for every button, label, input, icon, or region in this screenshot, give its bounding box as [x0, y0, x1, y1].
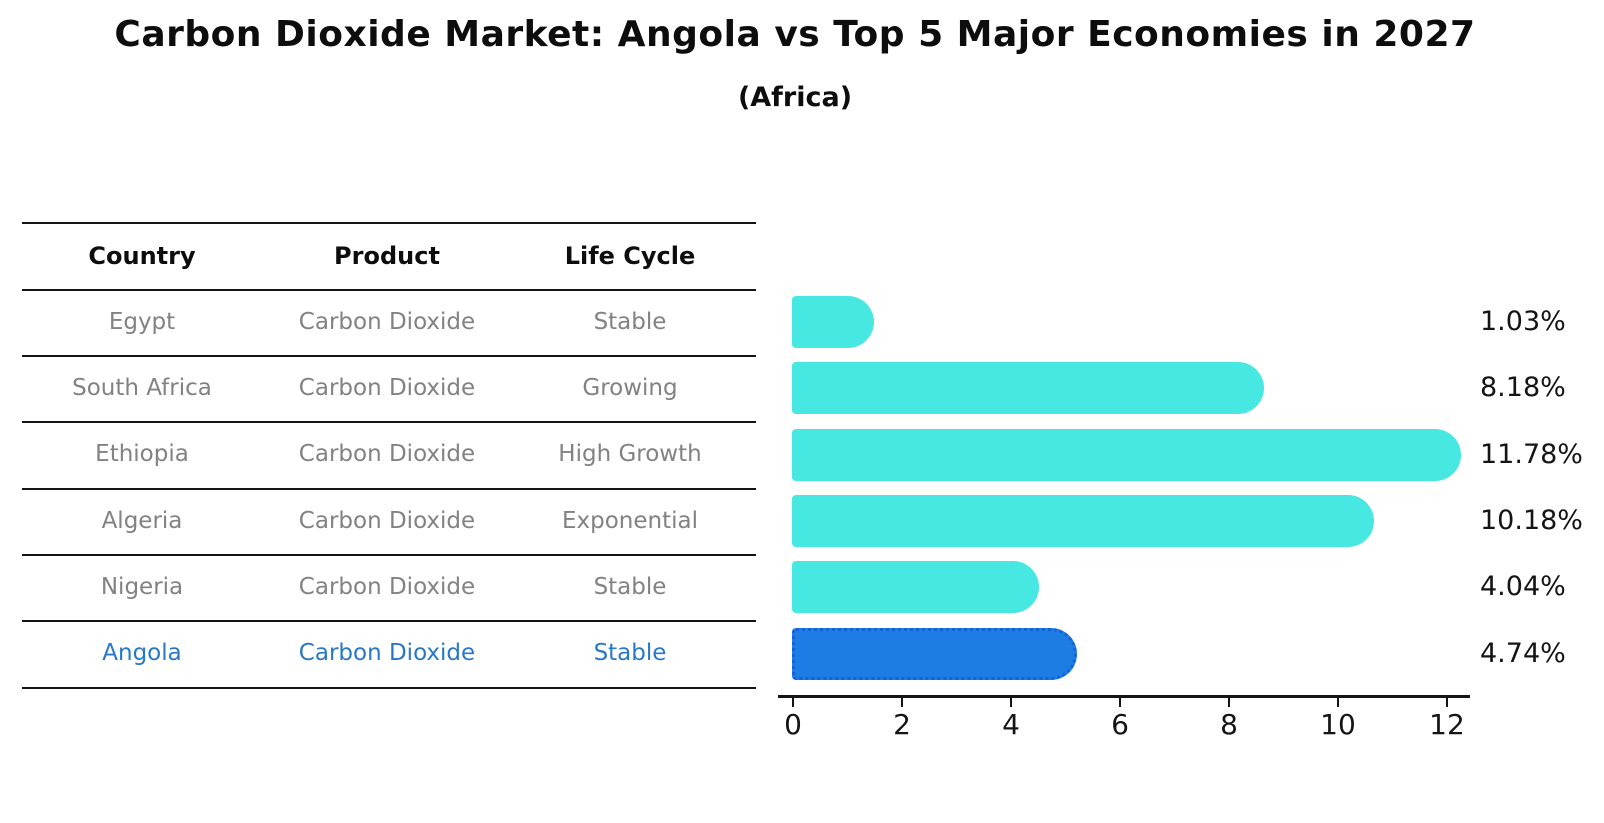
table-cell-country: Egypt	[108, 309, 176, 335]
table-header-row: Country Product Life Cycle	[0, 240, 760, 272]
table-rule	[22, 222, 756, 224]
bar-value-label: 1.03%	[1480, 306, 1566, 337]
table-cell-product: Carbon Dioxide	[298, 375, 476, 401]
table-cell-product: Carbon Dioxide	[298, 508, 476, 534]
bar-value-label: 4.74%	[1480, 638, 1566, 669]
table-cell-product: Carbon Dioxide	[298, 309, 476, 335]
x-axis-tick	[792, 698, 794, 707]
table-row: Ethiopia Carbon Dioxide High Growth	[0, 438, 760, 470]
chart-subtitle: (Africa)	[737, 82, 853, 113]
bar	[792, 429, 1461, 481]
x-axis-tick-label: 6	[1111, 708, 1129, 741]
table-rule	[22, 554, 756, 556]
table-header-country: Country	[88, 242, 196, 270]
table-cell-life-cycle: High Growth	[558, 441, 702, 467]
table-rule	[22, 687, 756, 689]
bar-value-label: 10.18%	[1480, 505, 1583, 536]
table-cell-country: Nigeria	[100, 574, 184, 600]
table-rule	[22, 421, 756, 423]
x-axis-tick	[1228, 698, 1230, 707]
table-cell-country: Algeria	[101, 508, 183, 534]
table-row: Algeria Carbon Dioxide Exponential	[0, 505, 760, 537]
table-header-life-cycle: Life Cycle	[564, 242, 696, 270]
x-axis-line	[778, 695, 1470, 698]
table-cell-life-cycle: Exponential	[561, 508, 698, 534]
table-cell-life-cycle: Stable	[593, 574, 667, 600]
table-row-highlighted: Angola Carbon Dioxide Stable	[0, 637, 760, 669]
table-rule	[22, 289, 756, 291]
bar	[792, 362, 1265, 414]
table-row: Nigeria Carbon Dioxide Stable	[0, 571, 760, 603]
table-row: South Africa Carbon Dioxide Growing	[0, 372, 760, 404]
bar-value-label: 8.18%	[1480, 372, 1566, 403]
x-axis-tick-label: 8	[1220, 708, 1238, 741]
table-header-product: Product	[334, 242, 440, 270]
chart-title: Carbon Dioxide Market: Angola vs Top 5 M…	[114, 14, 1476, 55]
bar	[792, 561, 1039, 613]
x-axis-tick	[901, 698, 903, 707]
table-cell-life-cycle: Stable	[593, 640, 667, 666]
table-rule	[22, 488, 756, 490]
table-rule	[22, 355, 756, 357]
x-axis-tick-label: 2	[893, 708, 911, 741]
bar-highlighted	[792, 628, 1077, 680]
table-cell-product: Carbon Dioxide	[298, 574, 476, 600]
x-axis-tick-label: 12	[1429, 708, 1465, 741]
table-cell-product: Carbon Dioxide	[298, 640, 476, 666]
table-row: Egypt Carbon Dioxide Stable	[0, 306, 760, 338]
x-axis-tick-label: 4	[1002, 708, 1020, 741]
table-cell-life-cycle: Growing	[582, 375, 678, 401]
bar	[792, 495, 1374, 547]
x-axis-tick	[1010, 698, 1012, 707]
bar-value-label: 11.78%	[1480, 439, 1583, 470]
bar-value-label: 4.04%	[1480, 571, 1566, 602]
table-cell-life-cycle: Stable	[593, 309, 667, 335]
x-axis-tick-label: 0	[784, 708, 802, 741]
bar	[792, 296, 875, 348]
x-axis-tick-label: 10	[1320, 708, 1356, 741]
table-cell-country: Angola	[102, 640, 182, 666]
table-rule	[22, 620, 756, 622]
x-axis-tick	[1446, 698, 1448, 707]
table-cell-country: South Africa	[72, 375, 212, 401]
table-cell-product: Carbon Dioxide	[298, 441, 476, 467]
x-axis-tick	[1119, 698, 1121, 707]
table-cell-country: Ethiopia	[95, 441, 189, 467]
x-axis-tick	[1337, 698, 1339, 707]
